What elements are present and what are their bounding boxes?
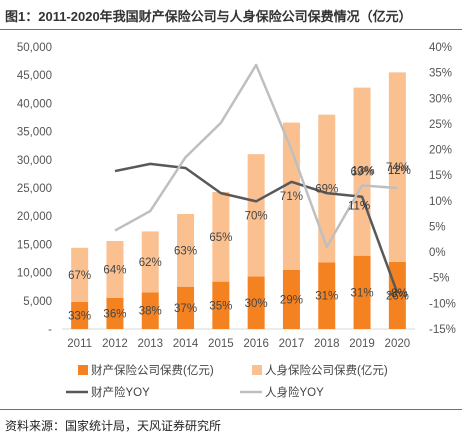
chart-title: 图1：2011-2020年我国财产保险公司与人身保险公司保费情况（亿元）: [5, 9, 412, 24]
y-right-tick-label: 40%: [429, 42, 452, 54]
y-left-tick-label: 20,000: [17, 211, 52, 223]
bar-label-property-share: 35%: [209, 300, 232, 312]
bar-life-premium: [177, 213, 195, 287]
bar-label-property-share: 30%: [245, 298, 268, 310]
legend-label: 人身险YOY: [265, 385, 324, 399]
line-property-yoy: [114, 162, 399, 294]
x-tick-label: 2016: [243, 338, 269, 350]
x-tick-label: 2018: [314, 338, 340, 350]
y-left-tick-label: 40,000: [17, 98, 52, 110]
bar-life-premium: [353, 87, 371, 256]
y-left-tick-label: 30,000: [17, 155, 52, 167]
title-bar: 图1：2011-2020年我国财产保险公司与人身保险公司保费情况（亿元）: [0, 0, 462, 30]
legend-swatch: [252, 365, 262, 375]
x-tick-label: 2011: [67, 338, 92, 350]
bar-label-life-share: 67%: [68, 270, 91, 282]
bar-property-premium: [282, 269, 300, 329]
bar-label-life-share: 70%: [245, 210, 268, 222]
y-left-tick-label: 50,000: [17, 42, 52, 54]
y-left-tick-label: 45,000: [17, 70, 52, 82]
bar-life-premium: [212, 191, 230, 282]
chart: - 5,000 10,000 15,000 20,000 25,000 30,000 35,0…: [17, 42, 456, 399]
y-right-tick-label: 20%: [429, 145, 452, 157]
bar-property-premium: [71, 301, 89, 329]
bar-life-premium: [141, 231, 159, 293]
bar-label-property-share: 33%: [68, 310, 91, 322]
x-tick-label: 2015: [208, 338, 234, 350]
y-left-tick-label: 10,000: [17, 268, 52, 280]
bar-life-premium: [106, 241, 124, 298]
y-right-tick-label: 15%: [429, 170, 452, 182]
line-point-label: 12%: [388, 165, 411, 177]
legend-label: 人身保险公司保费(亿元): [265, 363, 388, 377]
bar-label-life-share: 69%: [315, 184, 338, 196]
bar-label-property-share: 36%: [103, 308, 126, 320]
bar-property-premium: [212, 281, 230, 329]
y-right-tick-label: -5%: [429, 273, 449, 285]
y-right-tick-label: 5%: [429, 221, 446, 233]
y-right-tick-label: 30%: [429, 93, 452, 105]
bar-life-premium: [388, 72, 406, 262]
x-tick-label: 2013: [137, 338, 163, 350]
y-right-tick-label: 25%: [429, 119, 452, 131]
y-left-tick-label: 25,000: [17, 183, 52, 195]
y-left-tick-label: -: [48, 324, 52, 336]
y-right-tick-label: 35%: [429, 68, 452, 80]
y-left-tick-label: 5,000: [23, 296, 52, 308]
bar-label-property-share: 37%: [174, 303, 197, 315]
bar-life-premium: [318, 114, 336, 263]
bar-label-property-share: 26%: [386, 290, 409, 302]
legend-label: 财产保险公司保费(亿元): [91, 363, 214, 377]
bar-property-premium: [177, 286, 195, 329]
line-point-label: 11%: [348, 201, 370, 213]
bar-label-property-share: 38%: [139, 306, 162, 318]
x-tick-label: 2020: [385, 338, 411, 350]
bar-property-premium: [318, 262, 336, 329]
x-tick-label: 2019: [349, 338, 375, 350]
bar-life-premium: [71, 247, 89, 302]
line-point-label: 13%: [352, 165, 375, 177]
bar-label-life-share: 64%: [103, 264, 126, 276]
y-right-tick-label: -15%: [429, 324, 456, 336]
bar-label-life-share: 63%: [174, 245, 197, 257]
line-point-label: -8%: [387, 288, 407, 300]
bar-label-life-share: 62%: [139, 257, 162, 269]
bar-property-premium: [247, 276, 265, 329]
bar-property-premium: [106, 297, 124, 329]
bar-label-property-share: 31%: [351, 287, 374, 299]
legend-label: 财产险YOY: [91, 385, 150, 399]
bar-label-property-share: 29%: [280, 294, 303, 306]
legend-swatch: [78, 365, 88, 375]
bar-label-property-share: 31%: [315, 291, 338, 303]
bar-life-premium: [247, 154, 265, 277]
bar-label-life-share: 74%: [386, 162, 409, 174]
x-tick-label: 2014: [173, 338, 199, 350]
y-left-tick-label: 15,000: [17, 239, 52, 251]
source-note: 资料来源：国家统计局，天风证券研究所: [5, 419, 222, 433]
y-right-tick-label: 10%: [429, 196, 452, 208]
bar-label-life-share: 65%: [209, 232, 232, 244]
bar-property-premium: [141, 292, 159, 329]
source-bar: 资料来源：国家统计局，天风证券研究所: [0, 409, 462, 440]
bar-label-life-share: 69%: [351, 167, 374, 179]
x-tick-label: 2012: [102, 338, 128, 350]
y-right-tick-label: -10%: [429, 298, 456, 310]
x-tick-label: 2017: [279, 338, 305, 350]
y-left-tick-label: 35,000: [17, 127, 52, 139]
bar-label-life-share: 71%: [280, 191, 303, 203]
line-life-yoy: [114, 63, 398, 249]
bar-property-premium: [353, 255, 371, 329]
y-right-tick-label: 0%: [429, 247, 446, 259]
